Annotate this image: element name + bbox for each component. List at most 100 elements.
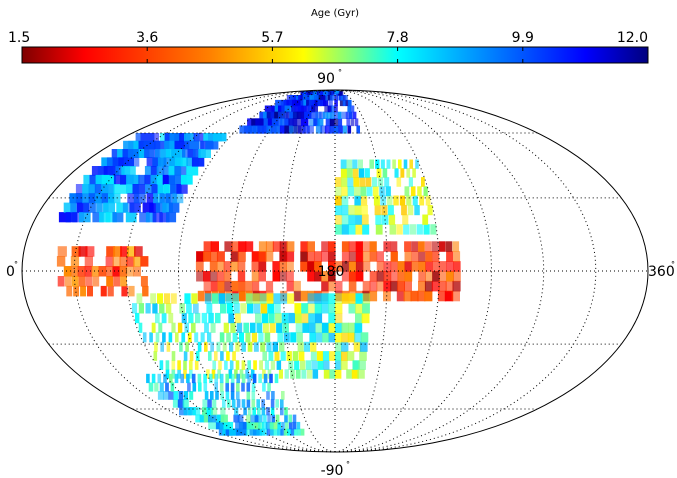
heatmap-cell — [251, 399, 256, 408]
heatmap-cell — [165, 303, 172, 314]
heatmap-cell — [232, 351, 236, 361]
heatmap-cell — [348, 271, 357, 282]
heatmap-cell — [154, 341, 158, 352]
heatmap-cell — [452, 280, 461, 292]
heatmap-cell — [423, 224, 430, 235]
heatmap-cell — [445, 241, 453, 252]
heatmap-cell — [145, 303, 151, 314]
heatmap-cell — [359, 351, 367, 361]
heatmap-cell — [57, 276, 65, 287]
heatmap-cell — [198, 382, 202, 392]
heatmap-cell — [431, 280, 440, 292]
heatmap-cell — [286, 280, 294, 292]
heatmap-cell — [412, 168, 416, 178]
heatmap-cell — [341, 186, 348, 197]
heatmap-cell — [361, 214, 369, 225]
heatmap-cell — [112, 212, 124, 223]
heatmap-cell — [223, 421, 234, 430]
heatmap-cell — [327, 95, 332, 101]
heatmap-cell — [63, 266, 72, 277]
heatmap-cell — [281, 421, 285, 430]
heatmap-cell — [286, 241, 295, 252]
heatmap-cell — [112, 256, 121, 267]
heatmap-cell — [301, 312, 309, 324]
heatmap-cell — [364, 168, 370, 178]
heatmap-cell — [349, 111, 353, 119]
heatmap-cell — [237, 414, 244, 423]
heatmap-cell — [170, 293, 177, 304]
heatmap-cell — [174, 166, 187, 176]
heatmap-cell — [200, 332, 205, 343]
heatmap-cell — [286, 271, 294, 282]
heatmap-cell — [177, 322, 183, 333]
heatmap-cell — [323, 99, 329, 107]
heatmap-cell — [152, 303, 158, 314]
heatmap-cell — [324, 125, 331, 134]
heatmap-cell — [281, 312, 289, 324]
heatmap-cell — [274, 351, 280, 361]
heatmap-cell — [72, 212, 84, 223]
heatmap-cell — [211, 369, 216, 379]
heatmap-cell — [239, 369, 244, 379]
heatmap-cell — [334, 99, 338, 107]
heatmap-cell — [300, 261, 308, 272]
heatmap-cell — [384, 177, 390, 187]
heatmap-cell — [185, 341, 189, 352]
heatmap-cell — [314, 261, 322, 272]
heatmap-cell — [266, 341, 272, 352]
heatmap-cell — [425, 195, 431, 206]
meridian-line — [334, 89, 597, 453]
heatmap-cell — [155, 332, 160, 343]
heatmap-cell — [168, 332, 173, 343]
heatmap-cell — [314, 251, 322, 262]
heatmap-cell — [208, 414, 217, 423]
heatmap-cell — [329, 125, 335, 134]
heatmap-cell — [355, 293, 364, 304]
heatmap-cell — [245, 241, 254, 252]
heatmap-cell — [189, 369, 193, 379]
heatmap-cell — [273, 428, 280, 436]
heatmap-cell — [214, 382, 218, 392]
heatmap-cell — [218, 293, 226, 304]
heatmap-cell — [348, 280, 357, 292]
heatmap-cell — [216, 414, 225, 423]
heatmap-cell — [210, 251, 219, 262]
heatmap-cell — [211, 293, 219, 304]
heatmap-cell — [125, 212, 137, 223]
heatmap-cell — [235, 360, 240, 370]
heatmap-cell — [271, 118, 283, 127]
heatmap-cell — [280, 351, 286, 361]
heatmap-cell — [212, 399, 217, 408]
heatmap-cell — [330, 111, 335, 119]
heatmap-cell — [165, 382, 169, 392]
heatmap-cell — [353, 177, 360, 187]
heatmap-cell — [272, 341, 278, 352]
heatmap-cell — [353, 341, 362, 352]
heatmap-cell — [394, 168, 399, 178]
heatmap-cell — [418, 261, 426, 272]
heatmap-cell — [406, 195, 412, 206]
svg-text:°: ° — [344, 260, 348, 269]
heatmap-cell — [280, 428, 286, 436]
heatmap-cell — [144, 149, 160, 158]
heatmap-cell — [372, 186, 379, 197]
heatmap-cell — [308, 312, 316, 324]
heatmap-cell — [290, 332, 297, 343]
heatmap-cell — [341, 111, 346, 119]
heatmap-cell — [331, 91, 335, 96]
heatmap-cell — [113, 276, 121, 287]
heatmap-cell — [179, 341, 183, 352]
heatmap-cell — [417, 186, 422, 197]
heatmap-cell — [301, 369, 307, 379]
heatmap-cell — [382, 168, 388, 178]
heatmap-cell — [412, 195, 418, 206]
heatmap-cell — [321, 241, 329, 252]
heatmap-cell — [366, 186, 373, 197]
heatmap-cell — [352, 168, 359, 178]
heatmap-cell — [302, 322, 309, 333]
heatmap-cell — [379, 186, 385, 197]
heatmap-cell — [210, 341, 214, 352]
heatmap-cell — [396, 177, 402, 187]
heatmap-cell — [261, 407, 266, 416]
heatmap-cell — [113, 246, 122, 257]
